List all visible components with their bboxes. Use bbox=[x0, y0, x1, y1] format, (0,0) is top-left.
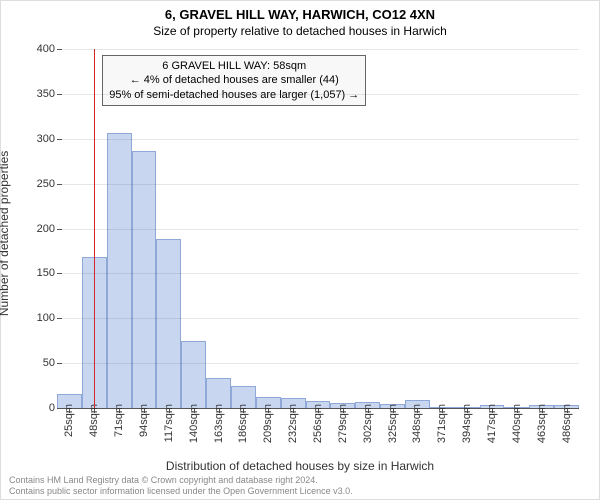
bar bbox=[132, 151, 157, 408]
x-tick: 209sqm bbox=[262, 404, 274, 443]
x-tick: 348sqm bbox=[411, 404, 423, 443]
x-tick: 25sqm bbox=[63, 404, 75, 437]
chart: 25sqm48sqm71sqm94sqm117sqm140sqm163sqm18… bbox=[57, 49, 579, 409]
y-tick: 250 bbox=[27, 178, 57, 190]
x-tick: 279sqm bbox=[337, 404, 349, 443]
x-tick: 94sqm bbox=[138, 404, 150, 437]
x-tick: 117sqm bbox=[163, 404, 175, 442]
annotation-line: ← 4% of detached houses are smaller (44) bbox=[109, 73, 359, 87]
y-tick: 150 bbox=[27, 267, 57, 279]
x-tick: 394sqm bbox=[461, 404, 473, 443]
y-tick: 400 bbox=[27, 43, 57, 55]
bar bbox=[156, 239, 181, 408]
bar bbox=[107, 133, 132, 408]
x-tick: 463sqm bbox=[536, 404, 548, 443]
y-tick: 0 bbox=[27, 402, 57, 414]
y-tick: 50 bbox=[27, 357, 57, 369]
x-tick: 486sqm bbox=[561, 404, 573, 443]
x-tick: 186sqm bbox=[237, 404, 249, 443]
footer: Contains HM Land Registry data © Crown c… bbox=[9, 475, 591, 497]
x-tick: 417sqm bbox=[486, 404, 498, 443]
x-tick: 371sqm bbox=[436, 404, 448, 443]
footer-line: Contains public sector information licen… bbox=[9, 486, 591, 497]
x-tick: 48sqm bbox=[88, 404, 100, 437]
x-tick: 71sqm bbox=[113, 404, 125, 437]
x-tick: 302sqm bbox=[362, 404, 374, 443]
page-title: 6, GRAVEL HILL WAY, HARWICH, CO12 4XN bbox=[1, 7, 599, 22]
page-subtitle: Size of property relative to detached ho… bbox=[1, 24, 599, 38]
footer-line: Contains HM Land Registry data © Crown c… bbox=[9, 475, 591, 486]
y-tick: 300 bbox=[27, 133, 57, 145]
bar bbox=[181, 341, 206, 408]
x-tick: 232sqm bbox=[287, 404, 299, 443]
x-tick: 163sqm bbox=[213, 404, 225, 443]
annotation-line: 6 GRAVEL HILL WAY: 58sqm bbox=[109, 59, 359, 73]
x-tick: 140sqm bbox=[188, 404, 200, 443]
x-tick: 440sqm bbox=[511, 404, 523, 443]
x-tick: 256sqm bbox=[312, 404, 324, 443]
y-tick: 100 bbox=[27, 312, 57, 324]
annotation-box: 6 GRAVEL HILL WAY: 58sqm ← 4% of detache… bbox=[102, 55, 366, 106]
y-tick: 200 bbox=[27, 223, 57, 235]
y-axis-label: Number of detached properties bbox=[0, 151, 11, 316]
x-tick: 325sqm bbox=[387, 404, 399, 443]
x-axis-label: Distribution of detached houses by size … bbox=[1, 459, 599, 473]
y-tick: 350 bbox=[27, 88, 57, 100]
